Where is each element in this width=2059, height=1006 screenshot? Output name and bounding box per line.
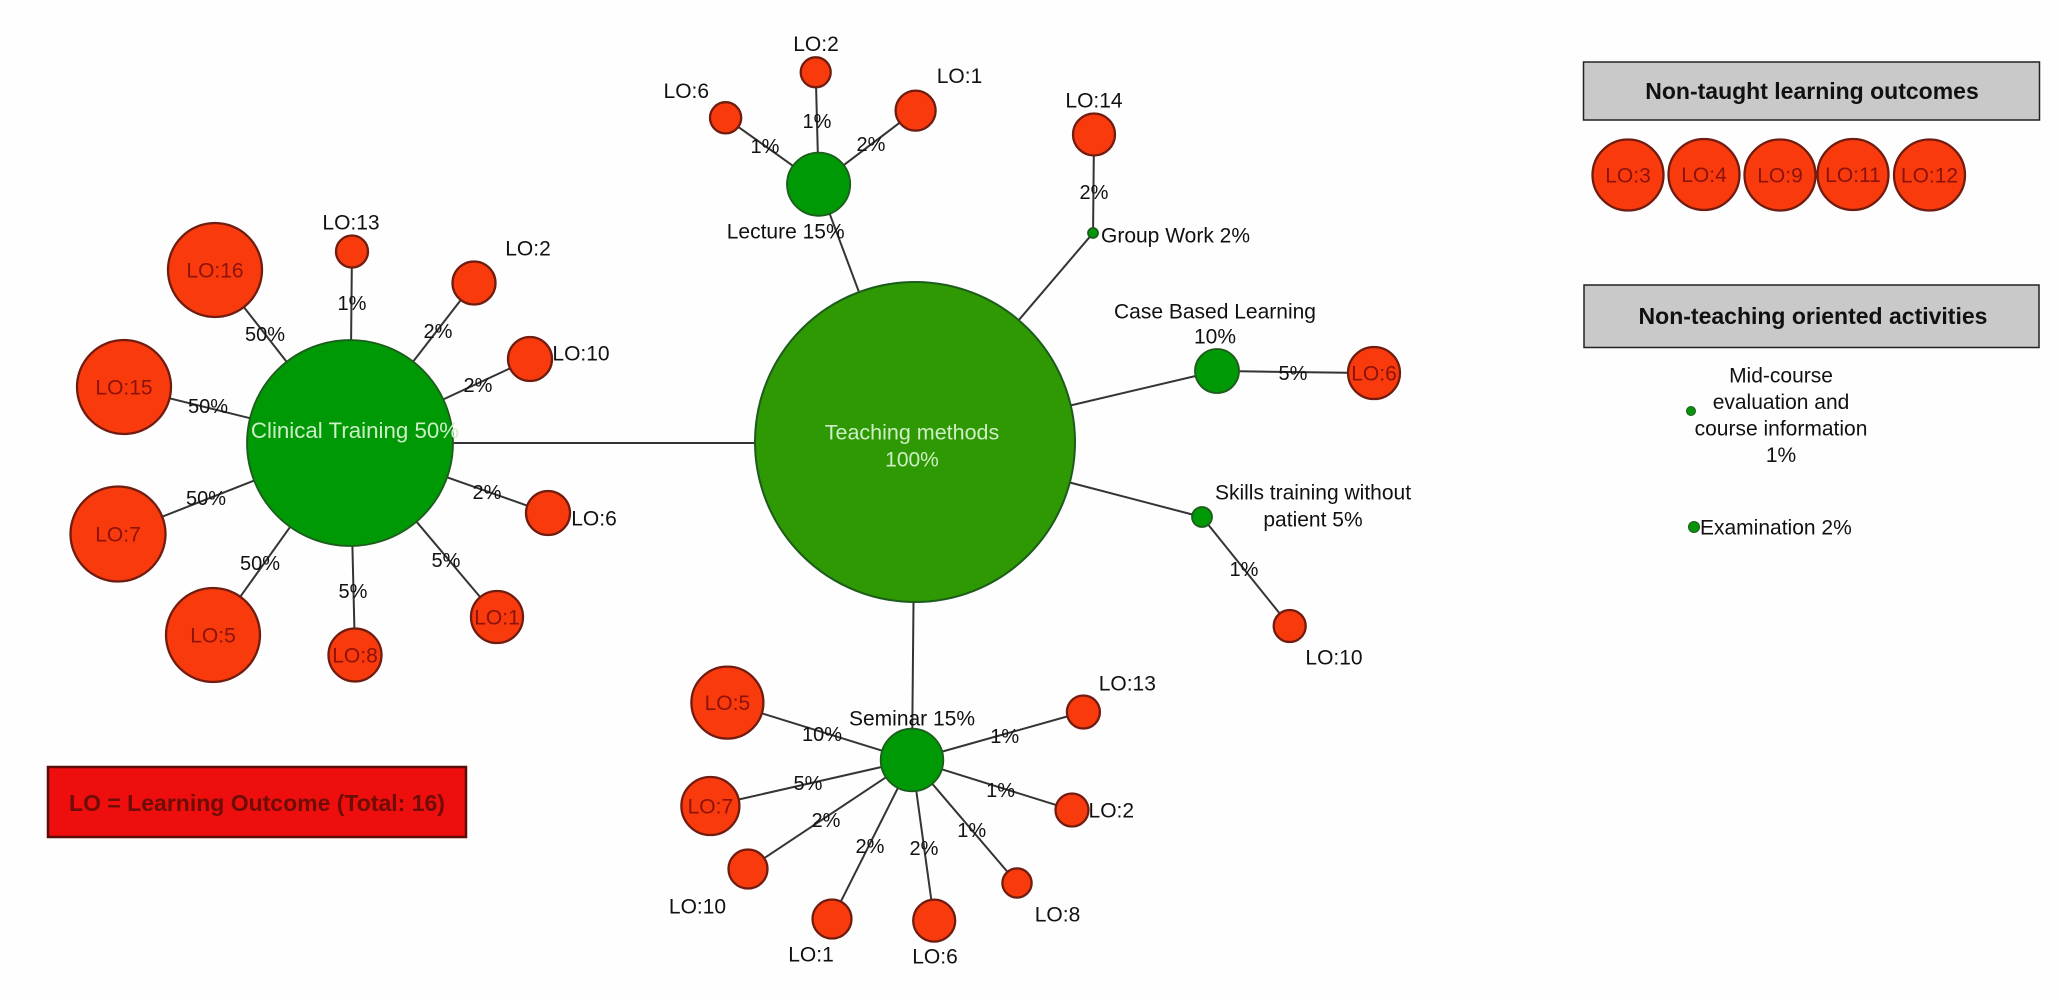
- svg-text:LO:16: LO:16: [186, 259, 243, 282]
- svg-text:LO:2: LO:2: [793, 33, 839, 56]
- svg-text:LO:4: LO:4: [1681, 164, 1727, 187]
- svg-text:1%: 1%: [1766, 444, 1796, 467]
- svg-text:2%: 2%: [857, 134, 886, 156]
- svg-text:LO:13: LO:13: [1099, 672, 1156, 695]
- svg-text:LO:12: LO:12: [1901, 164, 1958, 187]
- svg-text:Clinical Training 50%: Clinical Training 50%: [251, 418, 459, 443]
- svg-text:LO:1: LO:1: [937, 65, 983, 88]
- svg-text:LO:6: LO:6: [1351, 362, 1397, 385]
- svg-text:LO:10: LO:10: [1305, 646, 1362, 669]
- svg-text:Examination 2%: Examination 2%: [1700, 516, 1852, 539]
- svg-text:LO:8: LO:8: [332, 644, 378, 667]
- svg-text:50%: 50%: [245, 324, 285, 346]
- svg-text:Group Work 2%: Group Work 2%: [1101, 224, 1250, 247]
- svg-text:LO:2: LO:2: [505, 237, 551, 260]
- svg-text:5%: 5%: [1279, 363, 1308, 385]
- svg-text:LO:2: LO:2: [1089, 799, 1135, 822]
- svg-text:50%: 50%: [186, 488, 226, 510]
- svg-text:100%: 100%: [885, 448, 939, 471]
- svg-text:5%: 5%: [339, 581, 368, 603]
- svg-text:LO:9: LO:9: [1757, 164, 1803, 187]
- svg-text:Skills training without: Skills training without: [1215, 481, 1411, 504]
- svg-text:Mid-course: Mid-course: [1729, 364, 1833, 387]
- svg-text:patient 5%: patient 5%: [1263, 508, 1362, 531]
- svg-text:LO:3: LO:3: [1605, 164, 1651, 187]
- svg-text:course information: course information: [1695, 417, 1868, 440]
- svg-text:LO:13: LO:13: [322, 211, 379, 234]
- svg-text:2%: 2%: [424, 321, 453, 343]
- svg-text:1%: 1%: [990, 726, 1019, 748]
- svg-text:LO:10: LO:10: [669, 895, 726, 918]
- svg-text:2%: 2%: [856, 836, 885, 858]
- svg-text:10%: 10%: [1194, 325, 1236, 348]
- svg-text:50%: 50%: [188, 396, 228, 418]
- svg-text:10%: 10%: [802, 724, 842, 746]
- svg-text:Case Based Learning: Case Based Learning: [1114, 300, 1316, 323]
- svg-text:LO:5: LO:5: [705, 692, 751, 715]
- svg-text:LO:7: LO:7: [95, 523, 141, 546]
- svg-text:LO:7: LO:7: [688, 795, 734, 818]
- svg-text:LO:6: LO:6: [912, 945, 958, 968]
- svg-text:LO:6: LO:6: [664, 80, 710, 103]
- svg-text:LO = Learning Outcome (Total:: LO = Learning Outcome (Total: 16): [69, 790, 445, 816]
- svg-text:LO:11: LO:11: [1825, 164, 1881, 187]
- svg-text:LO:1: LO:1: [474, 606, 520, 629]
- svg-text:1%: 1%: [1230, 559, 1259, 581]
- svg-text:LO:15: LO:15: [95, 376, 152, 399]
- svg-text:1%: 1%: [751, 136, 780, 158]
- svg-text:1%: 1%: [338, 293, 367, 315]
- svg-text:2%: 2%: [812, 810, 841, 832]
- svg-text:Lecture 15%: Lecture 15%: [727, 220, 845, 243]
- svg-text:2%: 2%: [464, 375, 493, 397]
- svg-text:LO:8: LO:8: [1035, 903, 1081, 926]
- svg-text:evaluation and: evaluation and: [1713, 391, 1850, 414]
- svg-text:LO:5: LO:5: [190, 624, 236, 647]
- svg-text:2%: 2%: [473, 482, 502, 504]
- svg-text:Seminar 15%: Seminar 15%: [849, 707, 975, 730]
- svg-text:5%: 5%: [432, 550, 461, 572]
- svg-text:LO:6: LO:6: [571, 507, 617, 530]
- svg-text:50%: 50%: [240, 553, 280, 575]
- svg-text:1%: 1%: [986, 780, 1015, 802]
- svg-text:1%: 1%: [957, 820, 986, 842]
- svg-text:LO:1: LO:1: [788, 943, 834, 966]
- svg-text:LO:10: LO:10: [552, 342, 609, 365]
- svg-text:Non-taught learning outcomes: Non-taught learning outcomes: [1645, 78, 1979, 104]
- svg-text:2%: 2%: [910, 838, 939, 860]
- svg-text:LO:14: LO:14: [1065, 89, 1123, 112]
- svg-text:2%: 2%: [1080, 182, 1109, 204]
- svg-text:5%: 5%: [794, 773, 823, 795]
- svg-text:Non-teaching oriented activiti: Non-teaching oriented activities: [1639, 303, 1988, 329]
- svg-text:Teaching methods: Teaching methods: [825, 421, 1000, 445]
- svg-text:1%: 1%: [803, 111, 832, 133]
